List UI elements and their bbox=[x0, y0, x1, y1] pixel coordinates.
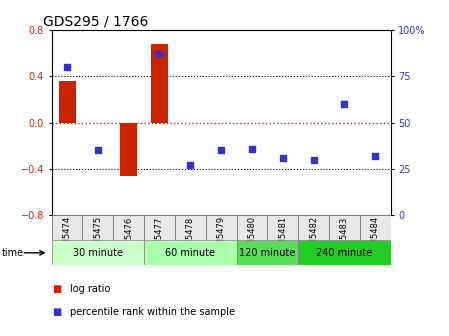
Bar bbox=[267, 215, 298, 240]
Bar bbox=[151, 44, 168, 123]
Text: ■: ■ bbox=[52, 284, 61, 294]
Text: GSM5482: GSM5482 bbox=[309, 216, 318, 256]
Text: GSM5475: GSM5475 bbox=[93, 216, 102, 256]
Bar bbox=[329, 215, 360, 240]
Bar bbox=[144, 240, 237, 265]
Point bbox=[248, 146, 255, 151]
Text: percentile rank within the sample: percentile rank within the sample bbox=[70, 307, 234, 318]
Text: GSM5476: GSM5476 bbox=[124, 216, 133, 257]
Text: 30 minute: 30 minute bbox=[73, 248, 123, 258]
Point bbox=[187, 163, 194, 168]
Bar bbox=[83, 215, 113, 240]
Bar bbox=[144, 215, 175, 240]
Text: ■: ■ bbox=[52, 307, 61, 318]
Text: 120 minute: 120 minute bbox=[239, 248, 295, 258]
Bar bbox=[113, 215, 144, 240]
Point bbox=[94, 148, 101, 153]
Bar bbox=[52, 240, 144, 265]
Bar bbox=[237, 215, 267, 240]
Point bbox=[63, 65, 70, 70]
Text: GSM5474: GSM5474 bbox=[62, 216, 71, 256]
Text: GSM5481: GSM5481 bbox=[278, 216, 287, 256]
Text: GSM5483: GSM5483 bbox=[340, 216, 349, 257]
Bar bbox=[175, 215, 206, 240]
Bar bbox=[120, 123, 137, 176]
Text: 240 minute: 240 minute bbox=[316, 248, 373, 258]
Text: GDS295 / 1766: GDS295 / 1766 bbox=[43, 14, 148, 29]
Bar bbox=[206, 215, 237, 240]
Point bbox=[341, 101, 348, 107]
Text: GSM5478: GSM5478 bbox=[186, 216, 195, 257]
Point bbox=[217, 148, 224, 153]
Bar bbox=[298, 215, 329, 240]
Text: GSM5479: GSM5479 bbox=[216, 216, 226, 256]
Point bbox=[279, 155, 286, 161]
Text: time: time bbox=[2, 248, 24, 258]
Bar bbox=[52, 215, 83, 240]
Point bbox=[372, 153, 379, 159]
Bar bbox=[237, 240, 298, 265]
Bar bbox=[360, 215, 391, 240]
Text: GSM5477: GSM5477 bbox=[155, 216, 164, 257]
Text: log ratio: log ratio bbox=[70, 284, 110, 294]
Text: 60 minute: 60 minute bbox=[165, 248, 216, 258]
Text: GSM5484: GSM5484 bbox=[371, 216, 380, 256]
Point bbox=[310, 157, 317, 162]
Text: GSM5480: GSM5480 bbox=[247, 216, 256, 256]
Bar bbox=[298, 240, 391, 265]
Point bbox=[156, 52, 163, 57]
Bar bbox=[58, 81, 75, 123]
